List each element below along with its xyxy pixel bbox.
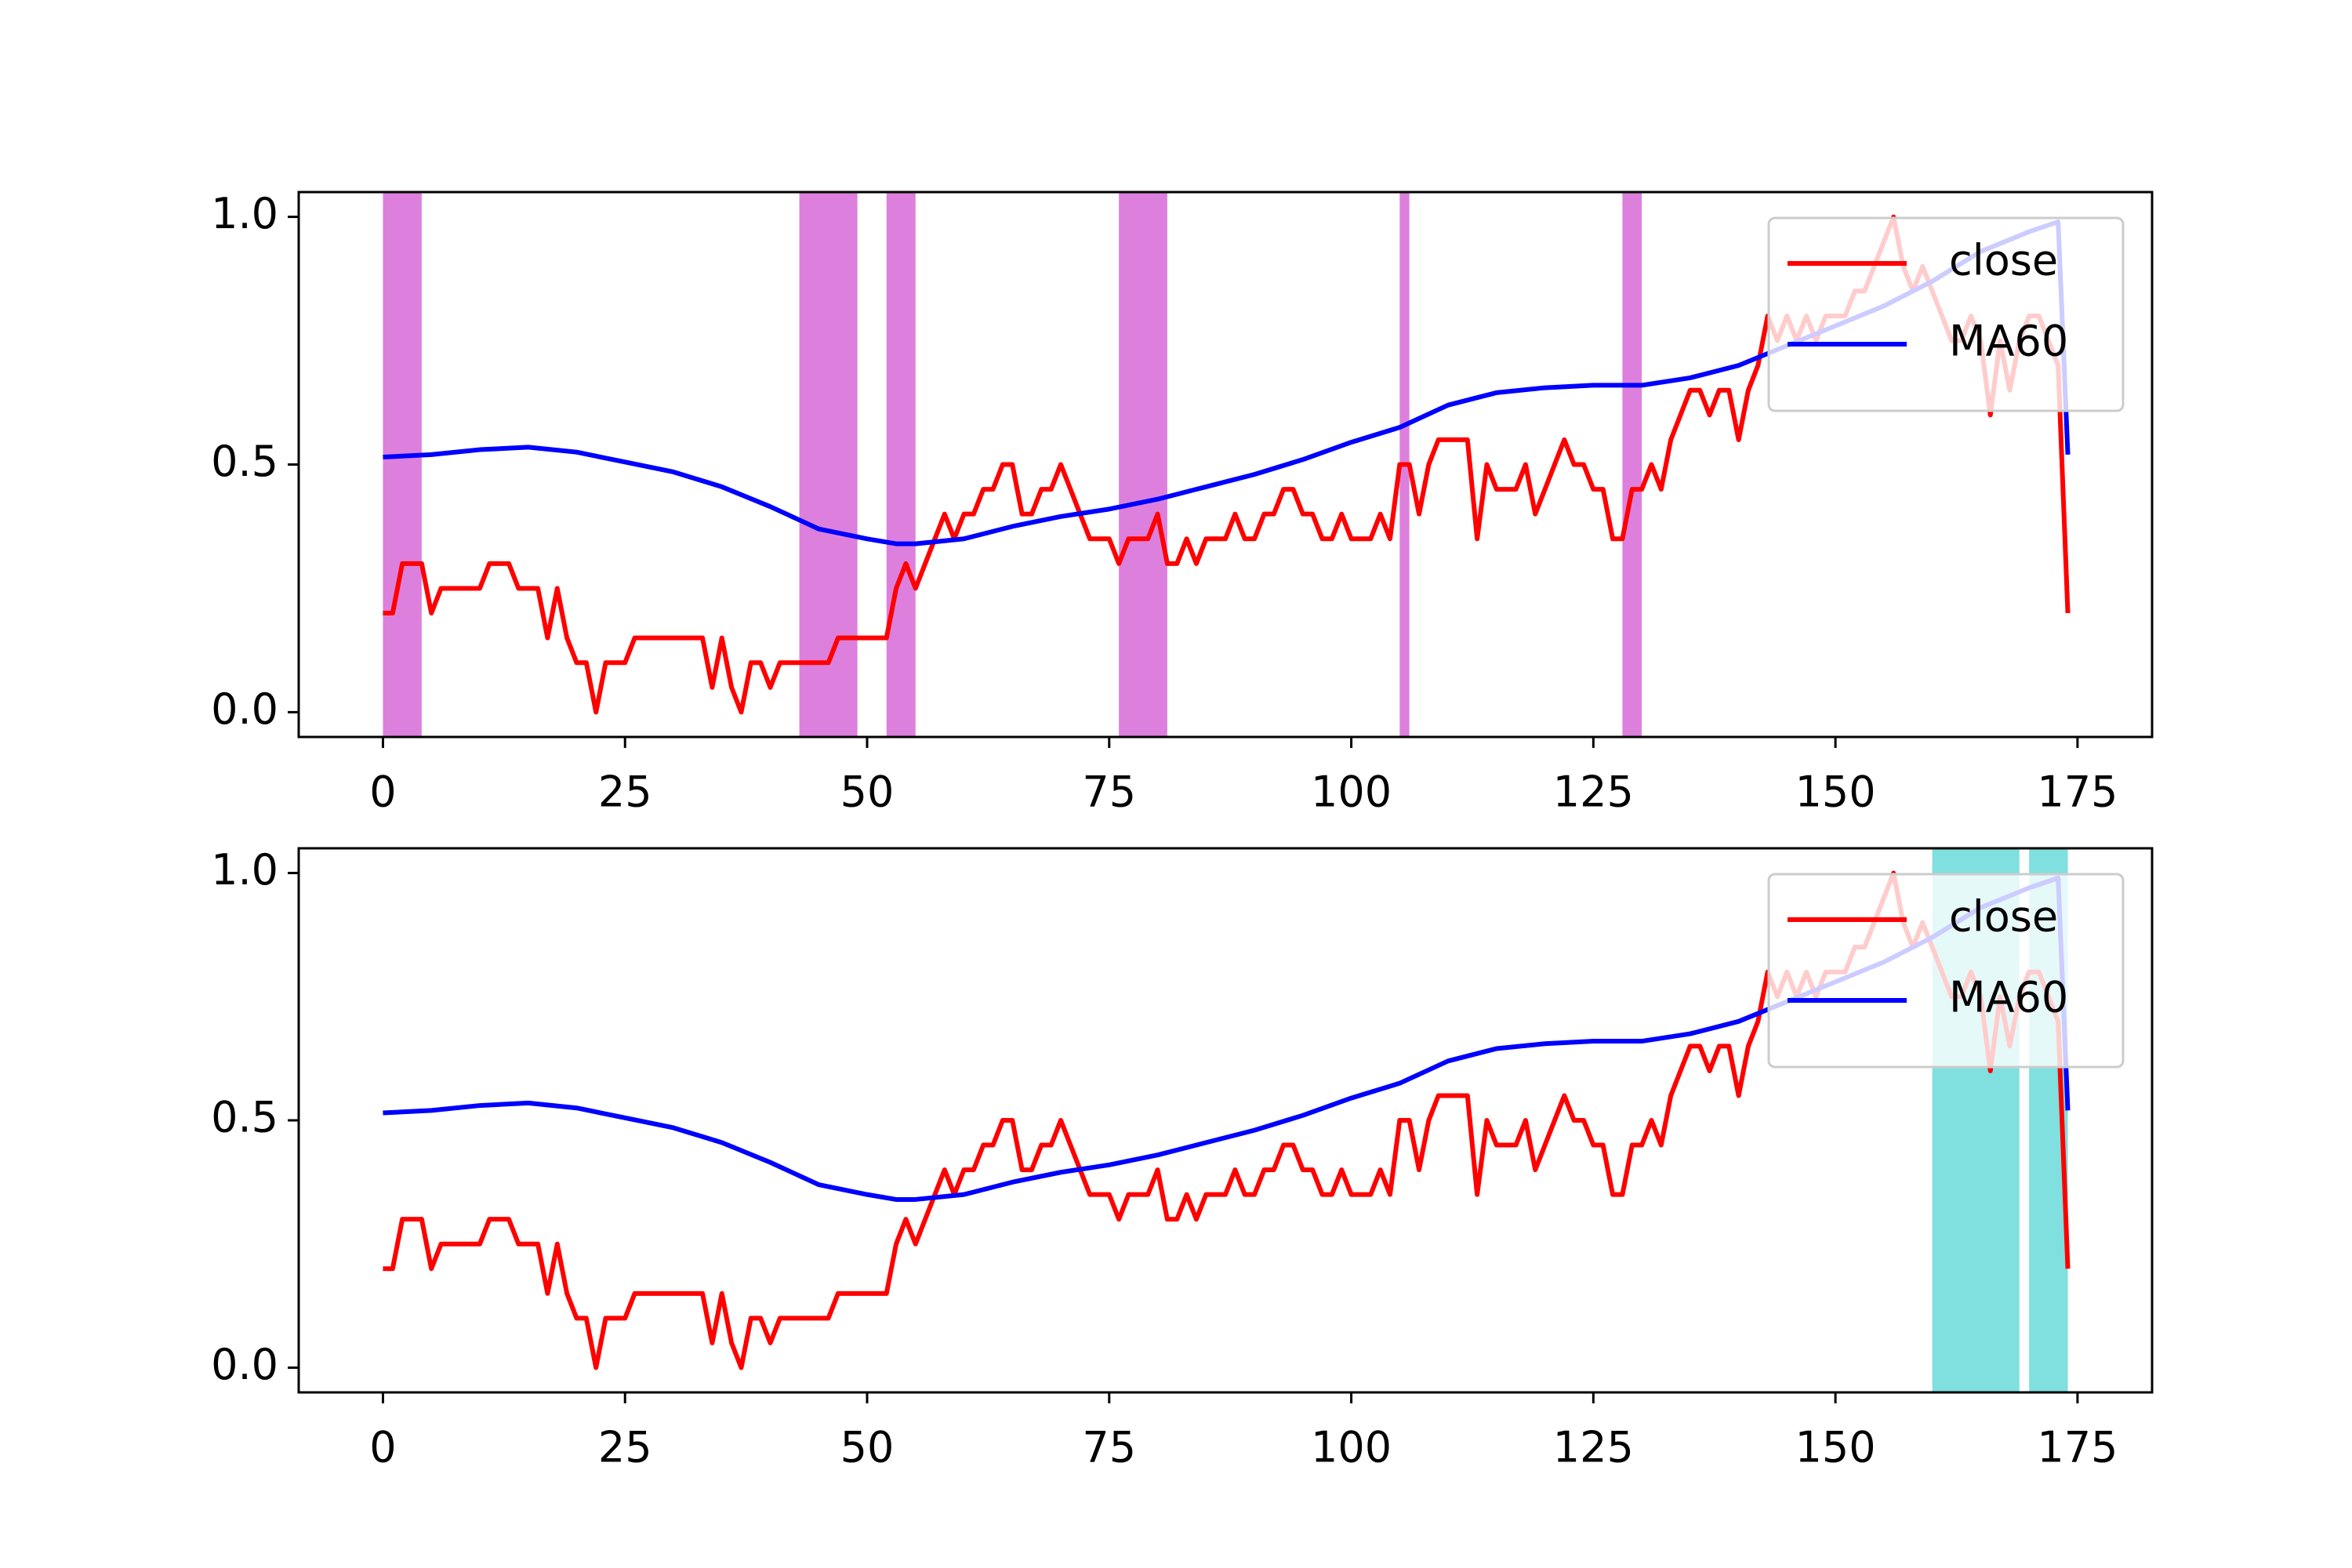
- legend-box: [1767, 216, 2125, 412]
- highlight-span: [799, 192, 858, 737]
- x-tick-label: 150: [1795, 1423, 1876, 1472]
- x-tick-label: 175: [2037, 768, 2118, 817]
- x-tick-label: 125: [1553, 768, 1634, 817]
- legend: close MA60: [1767, 873, 2125, 1069]
- axes: 0 25 50 75 100 125 150 175 0.0 0.5 1.0 close MA60: [211, 189, 2154, 817]
- x-tick-label: 50: [840, 1423, 895, 1472]
- y-tick-label: 1.0: [211, 189, 278, 238]
- y-tick-label: 1.0: [211, 845, 278, 895]
- legend-label: close: [1949, 236, 2058, 285]
- x-tick-label: 100: [1311, 1423, 1392, 1472]
- legend-label: MA60: [1949, 973, 2068, 1022]
- x-tick-label: 100: [1311, 768, 1392, 817]
- x-tick-label: 25: [598, 768, 652, 817]
- x-tick-label: 150: [1795, 768, 1876, 817]
- highlight-span: [383, 192, 422, 737]
- x-tick-label: 175: [2037, 1423, 2118, 1472]
- highlight-span: [1119, 192, 1167, 737]
- highlight-span: [886, 192, 916, 737]
- x-tick-label: 25: [598, 1423, 652, 1472]
- legend-box: [1767, 873, 2125, 1069]
- x-tick-label: 0: [369, 768, 396, 817]
- y-tick-label: 0.5: [211, 437, 278, 486]
- legend-label: MA60: [1949, 317, 2068, 366]
- axes: 0 25 50 75 100 125 150 175 0.0 0.5 1.0 close MA60: [211, 845, 2154, 1472]
- x-tick-label: 75: [1082, 1423, 1136, 1472]
- legend-label: close: [1949, 892, 2058, 942]
- legend: close MA60: [1767, 216, 2125, 412]
- y-tick-label: 0.0: [211, 684, 278, 734]
- x-tick-label: 50: [840, 768, 895, 817]
- y-tick-label: 0.5: [211, 1093, 278, 1142]
- highlight-span: [1622, 192, 1642, 737]
- x-tick-label: 75: [1082, 768, 1136, 817]
- x-tick-label: 125: [1553, 1423, 1634, 1472]
- y-tick-label: 0.0: [211, 1340, 278, 1389]
- x-tick-label: 0: [369, 1423, 396, 1472]
